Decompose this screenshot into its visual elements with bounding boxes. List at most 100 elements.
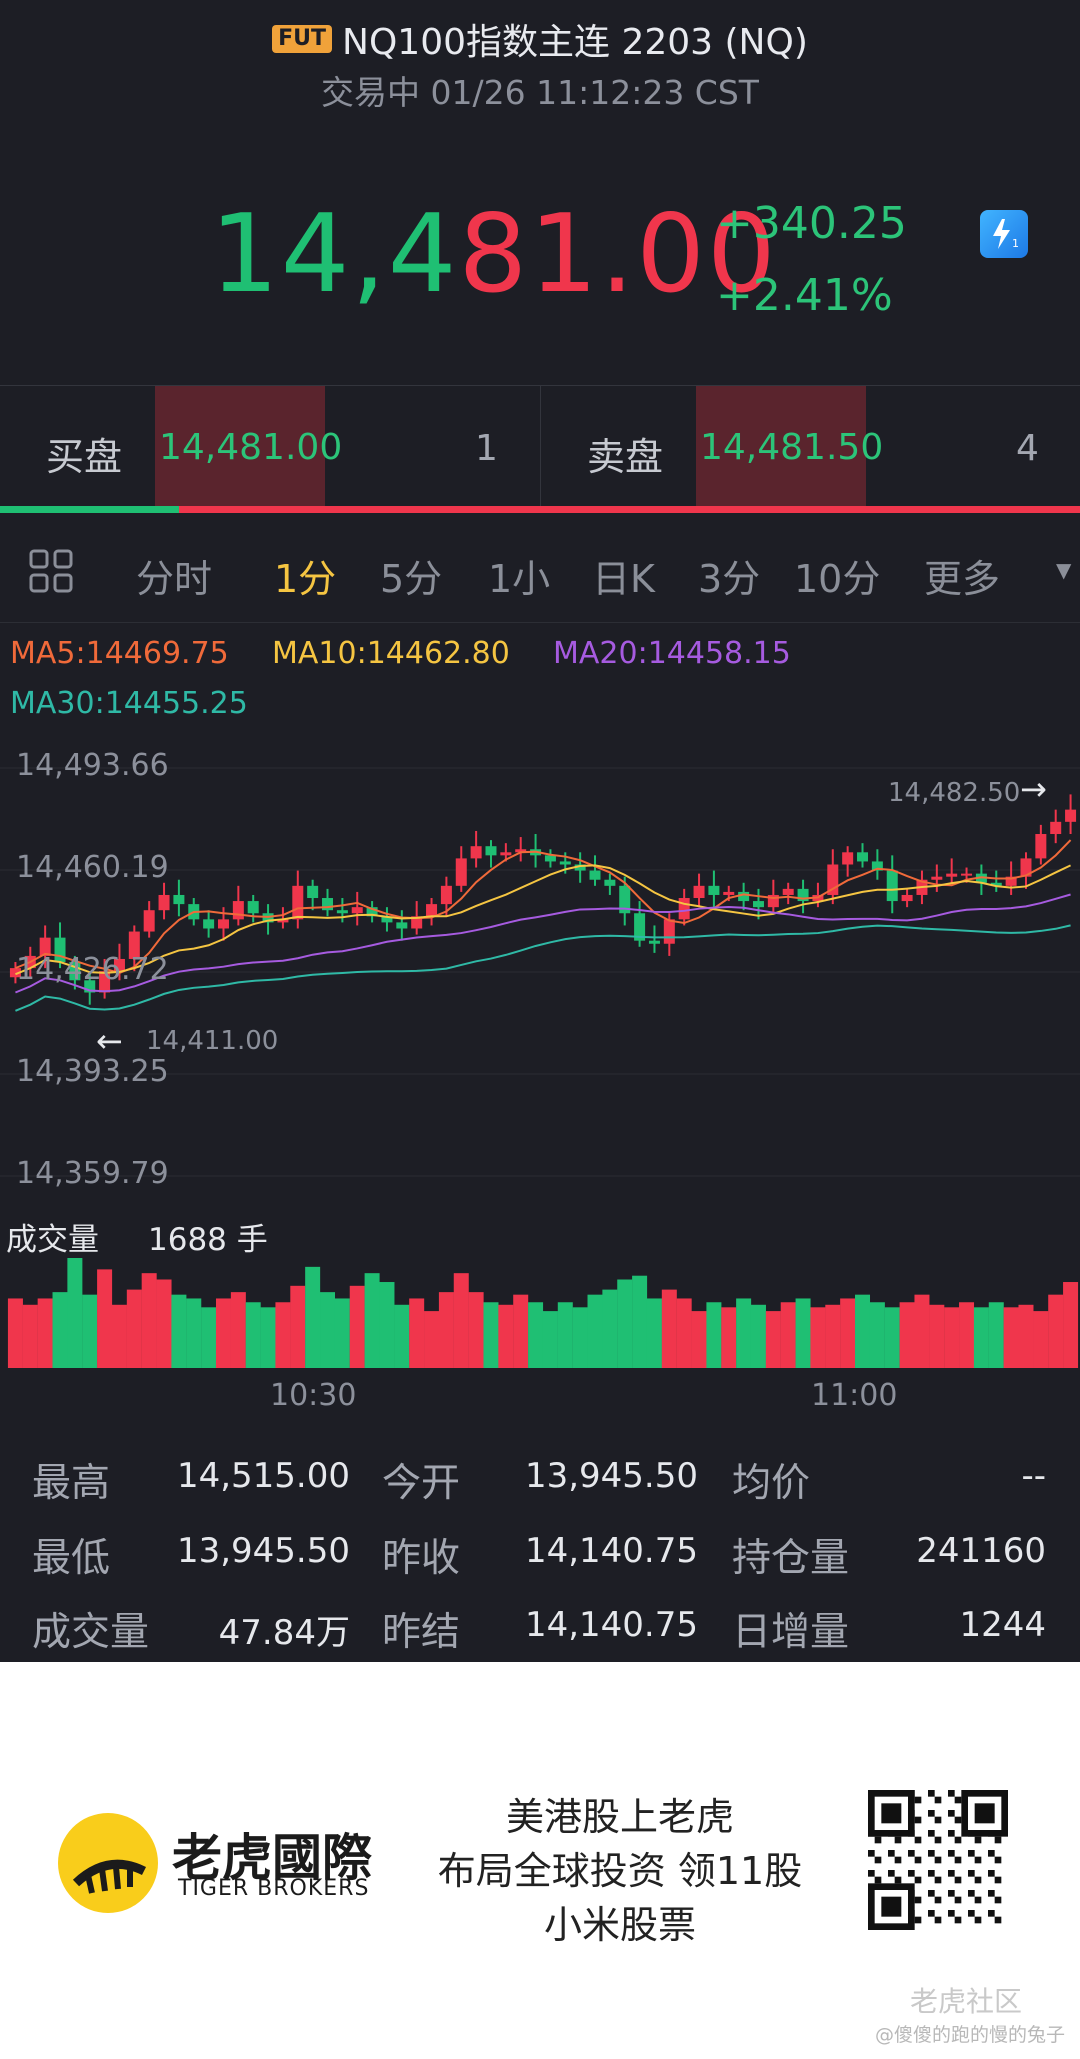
volume-bar xyxy=(424,1311,440,1368)
volume-bar xyxy=(780,1302,796,1368)
last-price-part2: 81.00 xyxy=(458,192,778,317)
candle-body xyxy=(648,940,660,944)
qr-module xyxy=(934,1836,942,1844)
candle-body xyxy=(440,885,452,905)
qr-module xyxy=(914,1836,922,1844)
ma10-legend: MA10:14462.80 xyxy=(272,636,510,671)
qr-module xyxy=(988,1910,995,1917)
stat-label: 昨结 xyxy=(382,1610,461,1655)
candle-body xyxy=(39,937,51,956)
more-dropdown-icon[interactable]: ▼ xyxy=(1056,558,1072,582)
candle-body xyxy=(961,873,973,876)
candle-body xyxy=(574,864,586,871)
brand-name-en: TIGER BROKERS xyxy=(178,1876,370,1901)
qr-module xyxy=(908,1850,915,1857)
tab-3min[interactable]: 3分 xyxy=(698,557,761,601)
ask-side[interactable]: 卖盘 14,481.50 4 xyxy=(541,386,1080,509)
volume-bar xyxy=(676,1298,692,1368)
candle-body xyxy=(663,919,675,944)
volume-bar xyxy=(468,1292,484,1368)
volume-bar xyxy=(52,1292,68,1368)
volume-bar xyxy=(483,1302,499,1368)
volume-bar xyxy=(646,1298,662,1368)
qr-module xyxy=(994,1876,1002,1884)
instrument-title[interactable]: NQ100指数主连 2203 (NQ) xyxy=(342,22,808,63)
volume-bar xyxy=(557,1302,573,1368)
min-price-marker: 14,411.00 xyxy=(146,1026,279,1056)
tab-1min[interactable]: 1分 xyxy=(274,557,337,601)
volume-bar xyxy=(632,1275,648,1368)
volume-label: 成交量 xyxy=(6,1222,99,1258)
period-tabs: 分时 1分 5分 1小 日K 3分 10分 更多 ▼ xyxy=(0,518,1080,623)
candle-body xyxy=(604,879,616,886)
flash-badge-count: 1 xyxy=(1012,237,1019,250)
qr-module xyxy=(934,1816,942,1824)
qr-module xyxy=(954,1876,962,1884)
tab-10min[interactable]: 10分 xyxy=(794,557,881,601)
candle-body xyxy=(143,910,155,932)
volume-bar xyxy=(409,1298,425,1368)
qr-module xyxy=(894,1876,902,1884)
stat-label: 今开 xyxy=(382,1461,461,1506)
ma20-legend: MA20:14458.15 xyxy=(553,636,791,671)
candle-body xyxy=(782,888,794,895)
candle-body xyxy=(381,916,393,923)
qr-module xyxy=(954,1796,962,1804)
tab-1hour[interactable]: 1小 xyxy=(488,557,551,601)
candle-body xyxy=(351,907,363,914)
volume-bar xyxy=(260,1307,276,1368)
volume-bar xyxy=(156,1279,172,1368)
qr-module xyxy=(934,1916,942,1924)
last-price: 14,481.00 xyxy=(210,200,778,310)
volume-bar xyxy=(840,1298,856,1368)
promo-line: 小米股票 xyxy=(543,1903,696,1947)
stat-value: 241160 xyxy=(916,1531,1046,1571)
candle-body xyxy=(1005,876,1017,886)
last-price-part1: 14,4 xyxy=(210,192,459,317)
stat-value: 14,140.75 xyxy=(524,1531,698,1571)
volume-bar xyxy=(602,1289,618,1368)
candle-body xyxy=(634,913,646,941)
candle-body xyxy=(69,962,81,981)
candle-body xyxy=(559,861,571,865)
candle-body xyxy=(173,894,185,905)
tab-daily[interactable]: 日K xyxy=(592,557,655,601)
bid-ratio-fill xyxy=(0,506,180,513)
kline-chart[interactable] xyxy=(0,740,1080,1380)
qr-module xyxy=(968,1890,975,1897)
candle-body xyxy=(292,885,304,920)
qr-module xyxy=(954,1856,962,1864)
grid-icon[interactable] xyxy=(28,548,74,598)
qr-module xyxy=(874,1836,882,1844)
candle-body xyxy=(901,894,913,902)
qr-module xyxy=(908,1870,915,1877)
y-tick-label: 14,359.79 xyxy=(16,1156,169,1191)
x-tick-label: 11:00 xyxy=(811,1378,898,1413)
bid-side[interactable]: 买盘 14,481.00 1 xyxy=(0,386,540,509)
ma5-line xyxy=(15,839,1072,975)
candle-body xyxy=(128,931,140,959)
candle-body xyxy=(411,916,423,929)
volume-bar xyxy=(899,1302,915,1368)
volume-bar xyxy=(453,1273,469,1368)
qr-module xyxy=(914,1796,922,1804)
volume-bar xyxy=(869,1302,885,1368)
qr-module xyxy=(874,1856,882,1864)
candle-body xyxy=(886,870,898,902)
volume-bar xyxy=(542,1311,558,1368)
volume-bar xyxy=(988,1302,1004,1368)
lightning-trade-icon[interactable]: 1 xyxy=(980,210,1028,258)
tab-5min[interactable]: 5分 xyxy=(380,557,443,601)
qr-module xyxy=(974,1876,982,1884)
bid-label: 买盘 xyxy=(46,435,123,479)
volume-bar xyxy=(215,1298,231,1368)
tab-more[interactable]: 更多 xyxy=(924,557,1001,601)
right-arrow-icon: → xyxy=(1020,770,1047,808)
qr-finder xyxy=(881,1803,902,1824)
volume-bar xyxy=(855,1294,871,1368)
qr-module xyxy=(974,1896,982,1904)
volume-bar xyxy=(438,1292,454,1368)
ma30-line xyxy=(15,924,1071,1012)
tab-timeshare[interactable]: 分时 xyxy=(136,557,213,601)
qr-module xyxy=(954,1836,962,1844)
